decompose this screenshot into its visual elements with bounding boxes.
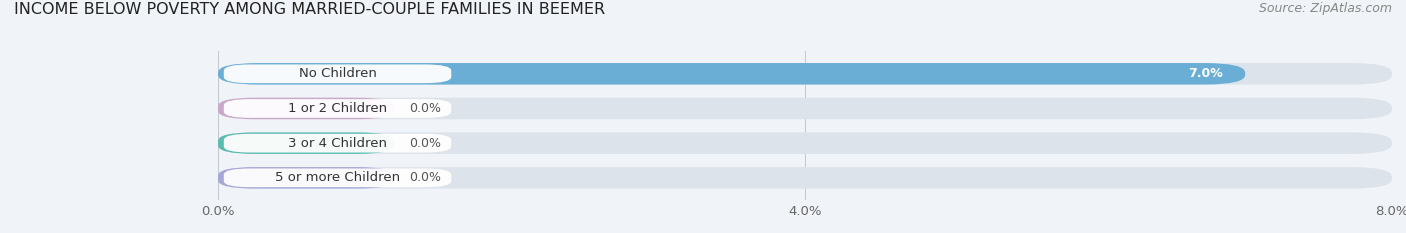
FancyBboxPatch shape bbox=[218, 167, 394, 188]
FancyBboxPatch shape bbox=[218, 63, 1246, 85]
FancyBboxPatch shape bbox=[224, 65, 451, 83]
FancyBboxPatch shape bbox=[218, 132, 1392, 154]
Text: 3 or 4 Children: 3 or 4 Children bbox=[288, 137, 387, 150]
Text: 1 or 2 Children: 1 or 2 Children bbox=[288, 102, 387, 115]
FancyBboxPatch shape bbox=[224, 168, 451, 187]
Text: No Children: No Children bbox=[298, 67, 377, 80]
Text: 0.0%: 0.0% bbox=[409, 171, 440, 184]
Text: 5 or more Children: 5 or more Children bbox=[276, 171, 401, 184]
FancyBboxPatch shape bbox=[218, 98, 394, 119]
Text: 0.0%: 0.0% bbox=[409, 137, 440, 150]
Text: INCOME BELOW POVERTY AMONG MARRIED-COUPLE FAMILIES IN BEEMER: INCOME BELOW POVERTY AMONG MARRIED-COUPL… bbox=[14, 2, 605, 17]
FancyBboxPatch shape bbox=[224, 99, 451, 118]
FancyBboxPatch shape bbox=[218, 63, 1392, 85]
Text: 0.0%: 0.0% bbox=[409, 102, 440, 115]
Text: Source: ZipAtlas.com: Source: ZipAtlas.com bbox=[1258, 2, 1392, 15]
FancyBboxPatch shape bbox=[218, 98, 1392, 119]
FancyBboxPatch shape bbox=[224, 134, 451, 153]
Text: 7.0%: 7.0% bbox=[1188, 67, 1223, 80]
FancyBboxPatch shape bbox=[218, 132, 394, 154]
FancyBboxPatch shape bbox=[218, 167, 1392, 188]
